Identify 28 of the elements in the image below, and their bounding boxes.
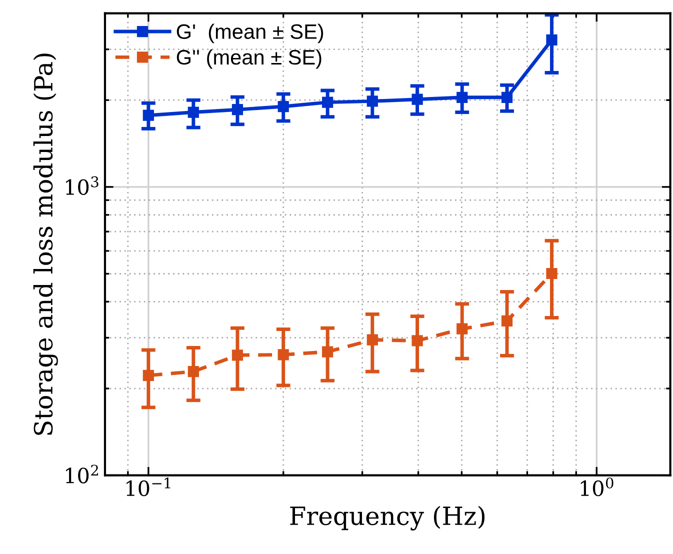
point (366, 96, 378, 107)
point (456, 92, 468, 103)
point (142, 370, 154, 381)
point (232, 350, 244, 361)
point (322, 96, 334, 108)
x-tick-label: 10$^{−1}$ (126, 477, 170, 496)
point (501, 92, 513, 103)
point (188, 366, 199, 378)
point (278, 100, 289, 112)
point (546, 34, 558, 46)
y-axis-title: Storage and loss modulus (Pa) (33, 54, 58, 435)
point (188, 106, 199, 118)
x-tick-label: 10$^{0}$ (580, 477, 614, 496)
point (546, 268, 558, 280)
point (412, 94, 423, 105)
point (322, 346, 334, 358)
point (366, 334, 378, 346)
legend-label: G'' (mean ± SE) (176, 49, 322, 69)
point (456, 323, 468, 334)
y-tick-label: 10$^{3}$ (66, 176, 98, 195)
point (501, 315, 513, 327)
legend-label: G' (mean ± SE) (176, 24, 324, 44)
point (412, 335, 423, 346)
point (232, 104, 244, 116)
point (142, 110, 154, 121)
y-tick-label: 10$^{2}$ (66, 464, 98, 484)
point (278, 349, 289, 360)
x-axis-title: Frequency (Hz) (290, 506, 484, 530)
